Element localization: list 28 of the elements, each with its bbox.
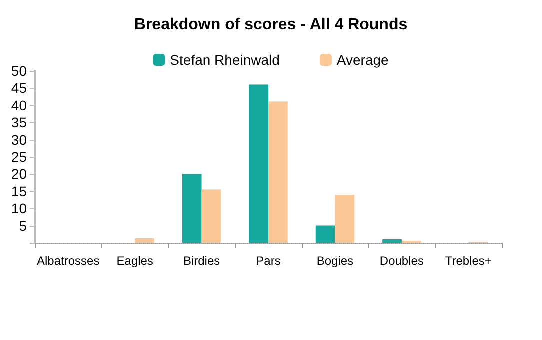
bar xyxy=(382,240,402,243)
x-tick-label: Albatrosses xyxy=(37,254,100,268)
x-tick-label: Eagles xyxy=(116,254,154,268)
legend-label: Stefan Rheinwald xyxy=(170,52,280,68)
chart-title: Breakdown of scores - All 4 Rounds xyxy=(134,16,408,34)
x-tick-label: Birdies xyxy=(183,254,220,268)
bar xyxy=(182,174,202,243)
bar xyxy=(316,226,336,243)
bar xyxy=(268,102,288,243)
y-tick-label: 30 xyxy=(11,132,28,148)
x-tick-label: Doubles xyxy=(380,254,424,268)
y-tick-label: 20 xyxy=(11,166,28,182)
x-tick-label: Bogies xyxy=(316,254,354,268)
y-tick-label: 50 xyxy=(11,63,28,79)
bar xyxy=(202,190,222,243)
y-tick-label: 15 xyxy=(11,183,28,200)
y-tick-label: 40 xyxy=(11,97,28,114)
x-tick-label: Trebles+ xyxy=(445,254,492,268)
bar xyxy=(135,238,154,243)
x-tick-label: Pars xyxy=(256,254,281,268)
y-tick-label: 45 xyxy=(11,80,28,96)
bar xyxy=(249,84,268,243)
y-tick-label: 35 xyxy=(11,114,28,131)
legend-label: Average xyxy=(336,52,390,68)
y-tick-label: 25 xyxy=(11,149,28,165)
y-tick-label: 5 xyxy=(19,218,28,234)
y-tick-label: 10 xyxy=(11,200,28,217)
bar xyxy=(335,195,355,243)
